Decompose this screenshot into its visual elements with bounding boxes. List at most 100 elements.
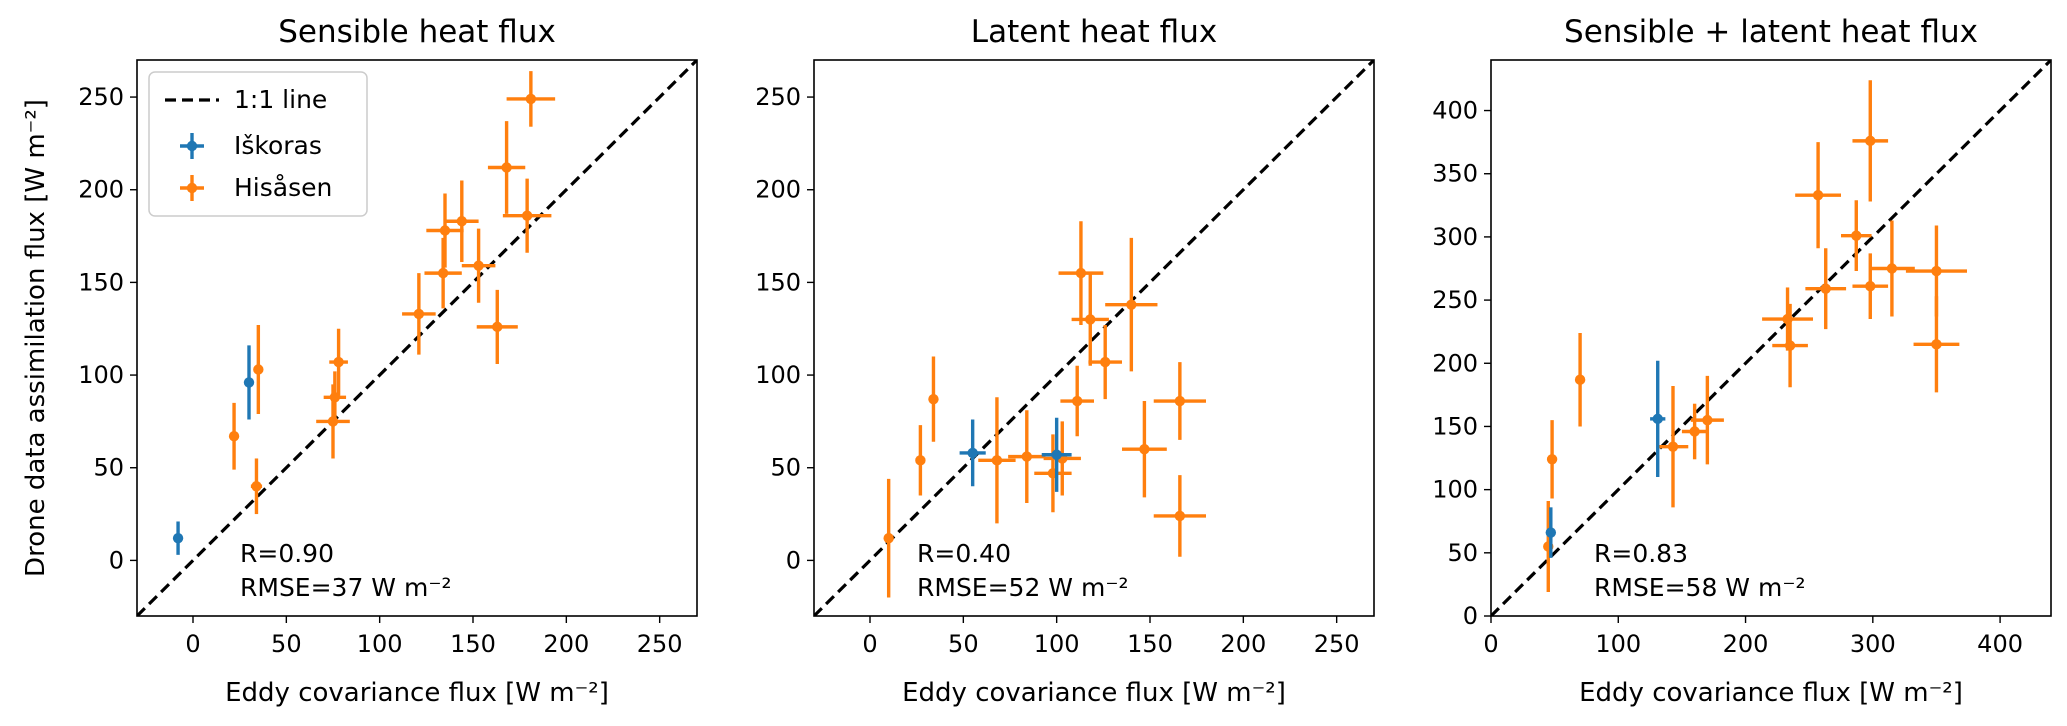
y-tick-label: 50 (1447, 539, 1478, 567)
y-tick-label: 200 (78, 176, 124, 204)
data-point (1139, 444, 1150, 455)
x-tick-label: 0 (1483, 630, 1498, 658)
y-tick-label: 250 (1432, 286, 1478, 314)
x-tick-label: 100 (357, 630, 403, 658)
data-point (1085, 314, 1096, 325)
data-point (1174, 395, 1186, 407)
data-point (1174, 510, 1186, 522)
y-tick-label: 200 (755, 176, 801, 204)
series-hisasen (883, 221, 1206, 598)
y-tick-label: 200 (1432, 349, 1478, 377)
x-tick-label: 200 (543, 630, 589, 658)
chart-title: Sensible + latent heat flux (1564, 14, 1978, 50)
data-point (501, 162, 512, 173)
series-iskoras (959, 417, 1072, 492)
stat-r: R=0.40 (917, 539, 1011, 568)
data-point (456, 216, 467, 227)
data-point (228, 431, 240, 442)
data-point (883, 532, 894, 544)
data-point (1072, 395, 1083, 407)
data-point (1546, 454, 1558, 465)
y-tick-label: 300 (1432, 223, 1478, 251)
panel-sensible-heat-flux: 0 50 100 150 200 250 0 50 100 150 200 250 Sensible h… (21, 14, 698, 708)
legend-series-label: Iškoras (234, 131, 322, 160)
data-point (473, 260, 484, 271)
y-tick-label: 150 (78, 268, 124, 296)
data-point (967, 447, 978, 459)
data-point (1931, 265, 1942, 277)
one-to-one-line (137, 60, 697, 616)
data-point (1865, 135, 1876, 147)
legend: 1:1 line Iškoras Hisåsen (148, 71, 368, 217)
y-axis-label: Drone data assimilation flux [W m⁻²] (21, 99, 51, 577)
stat-rmse: RMSE=58 W m⁻² (1594, 573, 1806, 602)
stat-r: R=0.83 (1594, 539, 1688, 568)
data-point (243, 377, 255, 388)
data-point (1820, 283, 1831, 294)
one-to-one-line (814, 60, 1374, 616)
data-point (1574, 374, 1586, 385)
data-point (1051, 449, 1062, 460)
data-point (1702, 414, 1713, 426)
legend-line-label: 1:1 line (234, 85, 327, 114)
chart-title: Sensible heat flux (278, 14, 556, 50)
y-tick-label: 150 (755, 268, 801, 296)
x-tick-label: 250 (1314, 630, 1360, 658)
legend-series-label: Hisåsen (234, 173, 332, 202)
y-tick-label: 350 (1432, 160, 1478, 188)
data-point (1931, 339, 1942, 350)
data-point (437, 267, 449, 279)
data-point (439, 225, 451, 236)
panel-latent-heat-flux: 0 50 100 150 200 250 0 50 100 150 200 250 Latent hea… (755, 14, 1375, 708)
data-point (1689, 426, 1700, 437)
y-tick-label: 0 (1463, 602, 1478, 630)
data-point (991, 455, 1003, 466)
plot-frame (136, 59, 698, 617)
data-point (413, 308, 425, 320)
data-point (1865, 280, 1876, 292)
data-point (1100, 356, 1111, 368)
series-hisasen (228, 71, 556, 515)
x-axis-label: Eddy covariance flux [W m⁻²] (225, 678, 609, 708)
data-point (1784, 340, 1796, 351)
y-tick-label: 50 (93, 454, 124, 482)
plot-frame (1490, 59, 2052, 617)
stat-rmse: RMSE=52 W m⁻² (917, 573, 1129, 602)
x-tick-label: 150 (450, 630, 496, 658)
legend-swatch-marker (186, 140, 198, 152)
chart-title: Latent heat flux (971, 14, 1217, 50)
data-point (525, 93, 537, 105)
data-point (172, 532, 184, 544)
data-point (1075, 267, 1087, 279)
x-axis-label: Eddy covariance flux [W m⁻²] (1579, 678, 1963, 708)
x-tick-label: 100 (1034, 630, 1080, 658)
one-to-one-line (1491, 60, 2051, 616)
x-tick-label: 100 (1595, 630, 1641, 658)
x-tick-label: 300 (1850, 630, 1896, 658)
x-tick-label: 250 (637, 630, 683, 658)
y-tick-label: 100 (755, 361, 801, 389)
data-point (1545, 527, 1557, 538)
data-point (1667, 441, 1679, 452)
x-tick-label: 0 (185, 630, 200, 658)
data-point (1851, 230, 1862, 241)
data-point (1126, 299, 1137, 310)
data-point (915, 455, 926, 466)
x-axis-label: Eddy covariance flux [W m⁻²] (902, 678, 1286, 708)
x-tick-label: 150 (1127, 630, 1173, 658)
data-point (1812, 190, 1824, 201)
y-tick-label: 50 (770, 454, 801, 482)
y-tick-label: 150 (1432, 412, 1478, 440)
x-tick-label: 200 (1220, 630, 1266, 658)
data-point (1652, 413, 1663, 425)
plot-frame (813, 59, 1375, 617)
data-point (492, 321, 503, 333)
legend-swatch-marker (186, 182, 198, 194)
y-tick-label: 100 (78, 361, 124, 389)
data-point (1021, 451, 1032, 462)
data-point (251, 481, 262, 492)
data-point (1886, 263, 1898, 274)
y-tick-label: 0 (786, 546, 801, 574)
stat-rmse: RMSE=37 W m⁻² (240, 573, 452, 602)
legend-box (148, 71, 368, 217)
